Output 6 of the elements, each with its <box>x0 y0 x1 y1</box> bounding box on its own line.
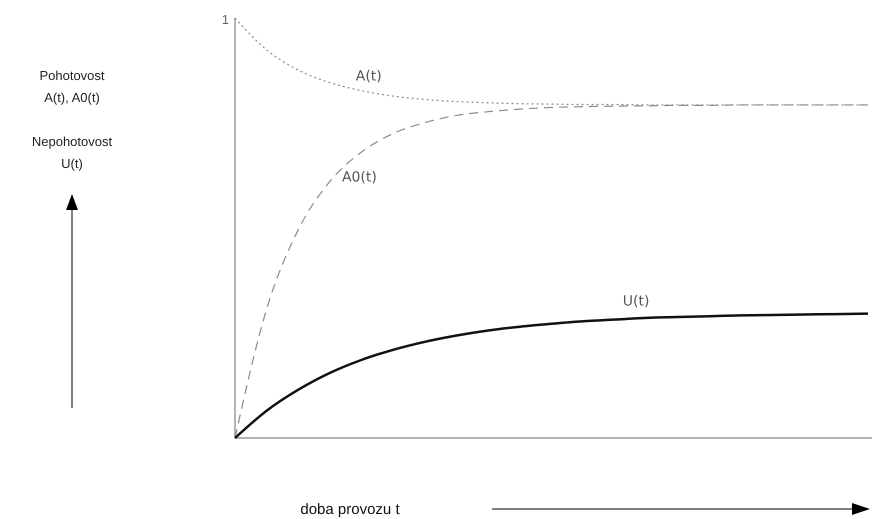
series-label: U(t) <box>622 294 650 310</box>
x-axis-title: doba provozu t <box>300 501 400 518</box>
series-label: A0(t) <box>342 169 377 186</box>
series-label: A(t) <box>356 68 382 85</box>
text: 1 <box>222 12 229 27</box>
text: Pohotovost A(t), A0(t) Nepohotovost U(t) <box>32 68 112 171</box>
